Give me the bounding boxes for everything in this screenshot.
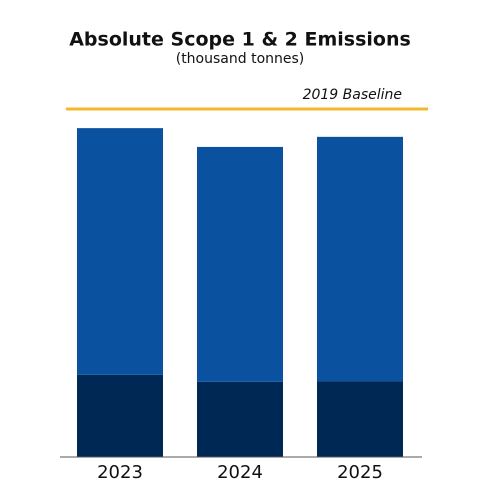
chart-title: Absolute Scope 1 & 2 Emissions: [69, 29, 411, 51]
chart-subtitle: (thousand tonnes): [176, 51, 305, 67]
x-tick-label: 2025: [337, 462, 383, 483]
bar-segment: [197, 381, 283, 457]
bar-segment: [77, 128, 163, 375]
baseline-label: 2019 Baseline: [303, 87, 402, 103]
bar-segment: [317, 136, 403, 382]
bar-segment: [317, 381, 403, 457]
x-tick-label: 2023: [97, 462, 143, 483]
bar-segment: [197, 146, 283, 382]
x-tick-label: 2024: [217, 462, 263, 483]
bar-segment: [77, 374, 163, 457]
